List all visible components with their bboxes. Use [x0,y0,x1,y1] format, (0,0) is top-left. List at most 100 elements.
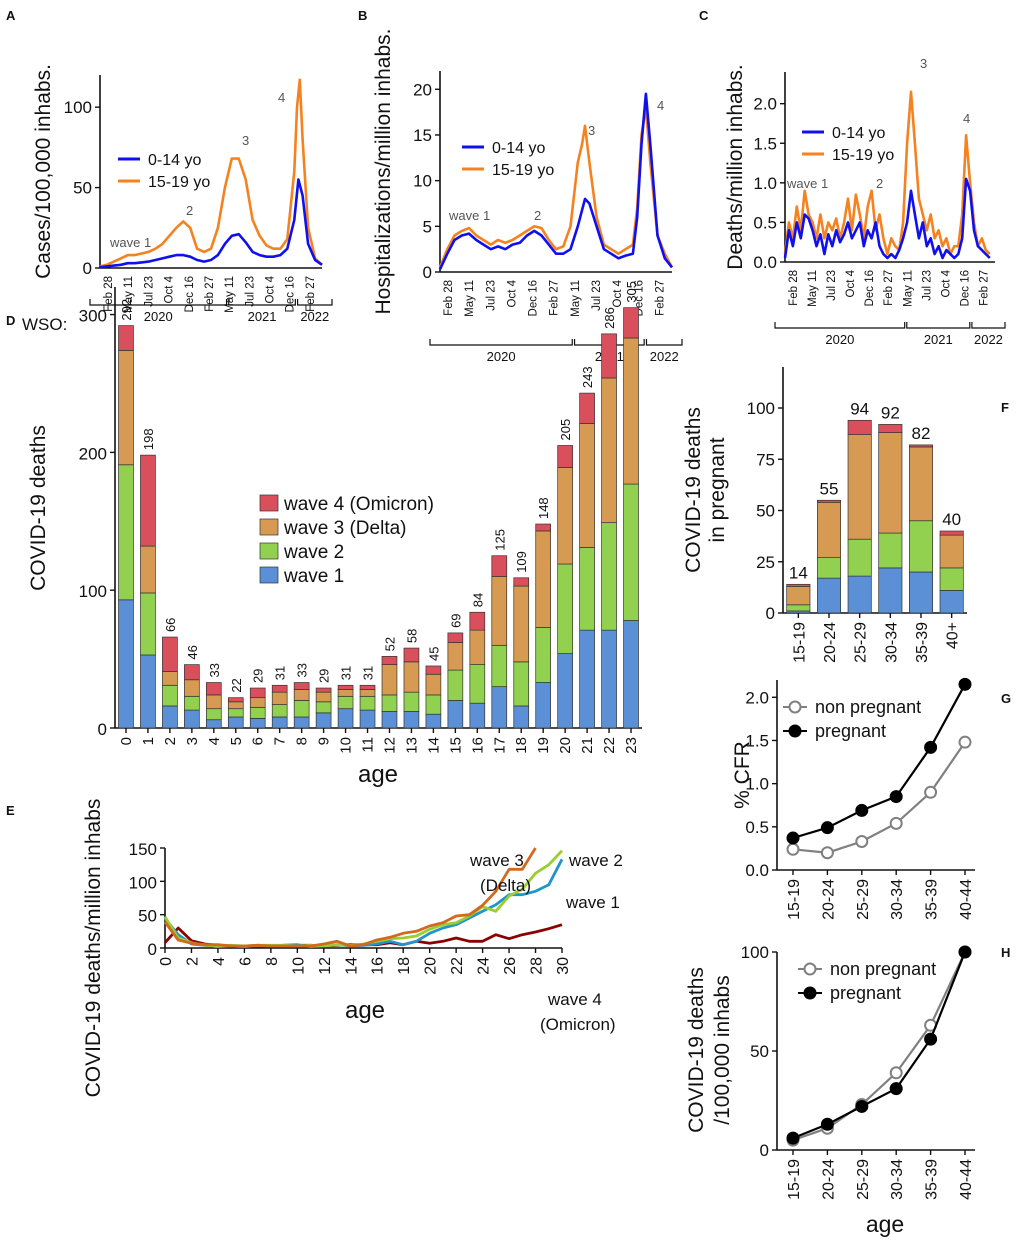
bar-segment-3 [140,545,156,594]
x-tick-label: 22 [601,737,618,754]
year-bracket [296,299,333,306]
bar-segment-4 [447,632,464,643]
bar-segment-2 [140,592,156,656]
y-tick-label: 100 [747,399,775,418]
bar-total-label: 205 [558,419,573,441]
y-tick-label: 1.0 [753,174,777,193]
series-line-15-19 [99,78,323,268]
legend-swatch-marker-pregnant [788,724,802,738]
wave-label: 4 [278,90,285,105]
bar-segment-2 [315,701,332,714]
bar-segment-4 [403,647,420,663]
series-label-wave-3: wave 3 [469,851,524,870]
chart-a: 0 50 100 Cases/100,000 inhabs. Feb 28 May 11 J… [32,64,333,324]
bar-total-label: 14 [789,563,808,582]
bar-segment-1 [359,709,376,729]
panel-label-b: B [358,8,367,23]
series-label-wave-4-sub: (Omicron) [540,1015,616,1034]
y-tick-label: 100 [79,582,107,601]
x-tick-label: 40-44 [958,1159,975,1200]
y-axis-label-line-2: /100,000 inhabs [711,975,734,1124]
year-label: 2021 [248,309,277,324]
x-tick-label: 35-39 [914,622,931,663]
bar-segment-3 [847,434,872,540]
y-tick-label: 50 [750,1042,769,1061]
y-tick-label: 0.5 [745,818,769,837]
year-bracket [89,299,228,306]
bar-segment-1 [184,709,200,729]
bar-segment-4 [579,392,595,424]
bar-total-label: 66 [163,618,178,632]
legend-swatch-marker-pregnant [803,986,817,1000]
data-point-pregnant [889,1082,903,1096]
date-tick-label: Feb 27 [549,280,561,316]
x-tick-label: 5 [228,737,245,745]
series-line-non-pregnant [792,741,966,854]
bar-segment-4 [315,687,332,693]
year-label: 2022 [300,309,329,324]
bar-segment-4 [205,682,222,696]
bar-segment-3 [118,350,134,466]
year-label: 2022 [974,332,1003,347]
data-point-non-pregnant [889,816,903,830]
bar-total-label: 69 [448,613,463,627]
panel-label-d: D [6,313,15,328]
bar-segment-3 [601,377,617,524]
bar-segment-1 [140,654,156,729]
y-axis-label: % CFR [731,741,754,809]
x-tick-label: 18 [513,737,530,754]
date-tick-label: Jul 23 [244,276,256,307]
data-point-pregnant [855,1099,869,1113]
bar-total-label: 109 [514,551,529,573]
y-tick-label: 100 [741,943,769,962]
bar-segment-1 [249,718,266,729]
y-tick-label: 1.0 [745,775,769,794]
legend-swatch [259,518,279,536]
data-point-pregnant [958,677,972,691]
bar-total-label: 82 [912,424,931,443]
bar-segment-3 [469,629,486,665]
wave-label: wave 1 [109,235,151,250]
x-tick-label: 15-19 [786,1159,803,1200]
bar-segment-3 [623,337,639,485]
bar-total-label: 31 [339,666,354,680]
bar-segment-2 [447,669,464,701]
date-tick-label: May 11 [123,276,135,313]
x-tick-label: 28 [529,957,546,975]
wave-label: wave 1 [448,208,490,223]
series-line-non-pregnant [792,951,966,1142]
bar-segment-4 [786,583,811,587]
bar-segment-3 [205,694,222,710]
bar-segment-1 [939,590,964,614]
bar-segment-3 [162,671,178,686]
x-tick-label: 20-24 [820,1159,837,1200]
y-tick-label: 50 [73,179,92,198]
x-tick-label: 35-39 [924,1159,941,1200]
bar-total-label: 125 [492,529,507,551]
panel-label-h: H [1001,945,1010,960]
bar-segment-2 [359,695,376,711]
x-tick-label: 20 [423,957,440,975]
series-line-pregnant [792,951,967,1140]
bar-segment-2 [579,547,595,631]
bar-segment-3 [557,467,573,565]
x-tick-label: 1 [140,737,157,745]
y-tick-label: 0.0 [745,861,769,880]
x-tick-label: 10 [338,737,355,754]
series-label-wave-1: wave 1 [565,893,620,912]
bar-segment-4 [601,333,617,379]
y-tick-label: 300 [79,307,107,326]
legend-label-pregnant: pregnant [830,983,901,1003]
x-tick-label: 25-29 [855,1159,872,1200]
date-tick-label: Oct 4 [612,279,624,307]
bar-segment-2 [939,567,964,591]
date-tick-label: Feb 27 [654,280,666,316]
y-tick-label: 50 [756,502,775,521]
bar-total-label: 29 [317,669,332,683]
bar-total-label: 22 [229,678,244,692]
date-tick-label: Oct 4 [164,275,176,303]
y-axis-label: COVID-19 deaths/million inhabs [82,799,105,1098]
x-tick-label: 12 [317,957,334,975]
x-tick-label: 30 [555,957,572,975]
